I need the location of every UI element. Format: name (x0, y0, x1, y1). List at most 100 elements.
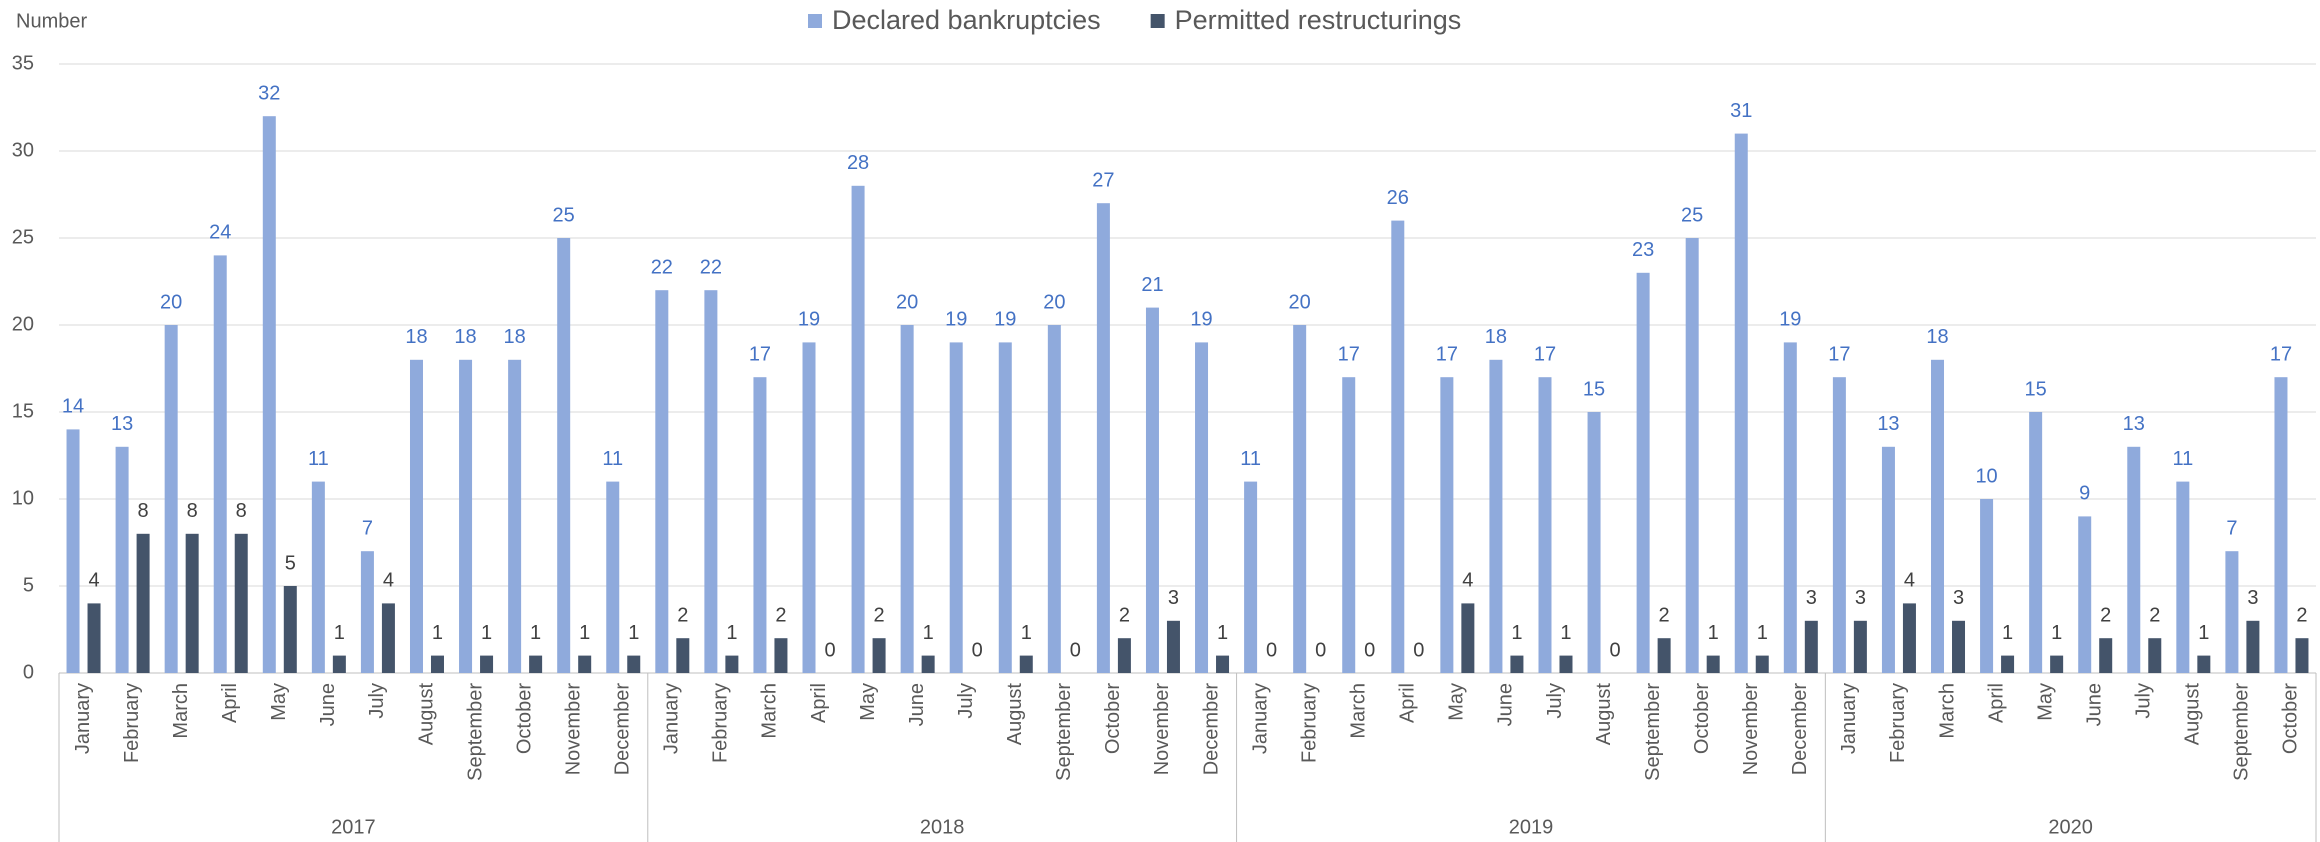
x-tick-label: October (1102, 683, 1124, 754)
bar (136, 533, 150, 673)
bar (164, 325, 178, 673)
value-label: 0 (1266, 639, 1277, 661)
value-label: 18 (454, 326, 476, 348)
value-label: 25 (1681, 204, 1703, 226)
value-label: 17 (1436, 343, 1458, 365)
x-tick-label: October (2280, 683, 2302, 754)
bar (753, 377, 767, 673)
x-tick-label: December (1789, 683, 1811, 776)
legend-swatch (808, 14, 822, 28)
x-tick-label: December (1200, 683, 1222, 776)
value-label: 8 (236, 500, 247, 522)
bar (2246, 620, 2260, 673)
x-tick-label: April (1985, 683, 2007, 723)
value-label: 24 (209, 222, 231, 244)
bar (1538, 377, 1552, 673)
x-tick-label: August (415, 683, 437, 746)
value-label: 19 (945, 309, 967, 331)
y-tick-label: 25 (12, 226, 34, 248)
value-label: 7 (362, 517, 373, 539)
value-label: 3 (1168, 587, 1179, 609)
x-tick-label: June (2083, 683, 2105, 726)
value-label: 22 (651, 256, 673, 278)
value-label: 2 (2296, 604, 2307, 626)
value-label: 17 (1534, 343, 1556, 365)
value-label: 14 (62, 396, 84, 418)
x-tick-label: November (1151, 683, 1173, 776)
bar (1559, 655, 1573, 673)
bar (1902, 603, 1916, 673)
bar (360, 551, 374, 673)
x-tick-label: October (513, 683, 535, 754)
x-tick-label: December (612, 683, 634, 776)
bar (606, 481, 620, 673)
y-axis-label: Number (16, 10, 87, 32)
x-tick-label: August (2182, 683, 2204, 746)
x-tick-label: July (955, 683, 977, 719)
bar (1216, 655, 1230, 673)
y-tick-label: 0 (23, 661, 34, 683)
x-tick-label: June (906, 683, 928, 726)
legend-swatch (1150, 14, 1165, 28)
x-tick-label: March (759, 683, 781, 739)
bar (949, 342, 963, 673)
value-label: 7 (2226, 517, 2237, 539)
value-label: 25 (553, 204, 575, 226)
y-tick-label: 35 (12, 52, 34, 74)
bar (1293, 325, 1307, 673)
bar (1657, 638, 1671, 673)
x-tick-label: June (1495, 683, 1517, 726)
value-label: 1 (1708, 622, 1719, 644)
value-label: 18 (405, 326, 427, 348)
x-tick-label: April (219, 683, 241, 723)
x-tick-label: November (1740, 683, 1762, 776)
value-label: 1 (334, 622, 345, 644)
value-label: 1 (1560, 622, 1571, 644)
x-tick-label: January (1249, 683, 1271, 754)
bar (529, 655, 543, 673)
value-label: 0 (1609, 639, 1620, 661)
value-label: 2 (775, 604, 786, 626)
value-label: 1 (481, 622, 492, 644)
bar (1096, 203, 1110, 673)
bar (1853, 620, 1867, 673)
value-label: 20 (160, 291, 182, 313)
bar (2225, 551, 2239, 673)
value-label: 27 (1092, 169, 1114, 191)
bar (578, 655, 592, 673)
bar (2127, 446, 2141, 673)
bar (725, 655, 739, 673)
bar (1019, 655, 1033, 673)
bar (1755, 655, 1769, 673)
value-label: 4 (88, 570, 99, 592)
value-label: 11 (1240, 448, 1261, 470)
bar (1980, 499, 1994, 673)
value-label: 18 (1926, 326, 1948, 348)
value-label: 2 (2100, 604, 2111, 626)
x-tick-label: September (2231, 683, 2253, 781)
y-tick-label: 15 (12, 400, 34, 422)
bar (998, 342, 1012, 673)
group-label: 2019 (1509, 816, 1554, 838)
bar (1461, 603, 1475, 673)
x-tick-label: February (121, 683, 143, 763)
x-tick-label: February (710, 683, 732, 763)
value-label: 13 (2123, 413, 2145, 435)
bar (87, 603, 101, 673)
bar (2050, 655, 2064, 673)
value-label: 8 (138, 500, 149, 522)
bar (1145, 307, 1159, 673)
value-label: 3 (1855, 587, 1866, 609)
value-label: 17 (2270, 343, 2292, 365)
value-label: 15 (1583, 378, 1605, 400)
bar (1734, 133, 1748, 674)
value-label: 1 (2198, 622, 2209, 644)
bar (1195, 342, 1209, 673)
value-label: 19 (994, 309, 1016, 331)
value-label: 2 (874, 604, 885, 626)
bar (1783, 342, 1797, 673)
bar (262, 116, 276, 673)
x-tick-label: May (857, 683, 879, 721)
value-label: 11 (602, 448, 623, 470)
bar (381, 603, 395, 673)
